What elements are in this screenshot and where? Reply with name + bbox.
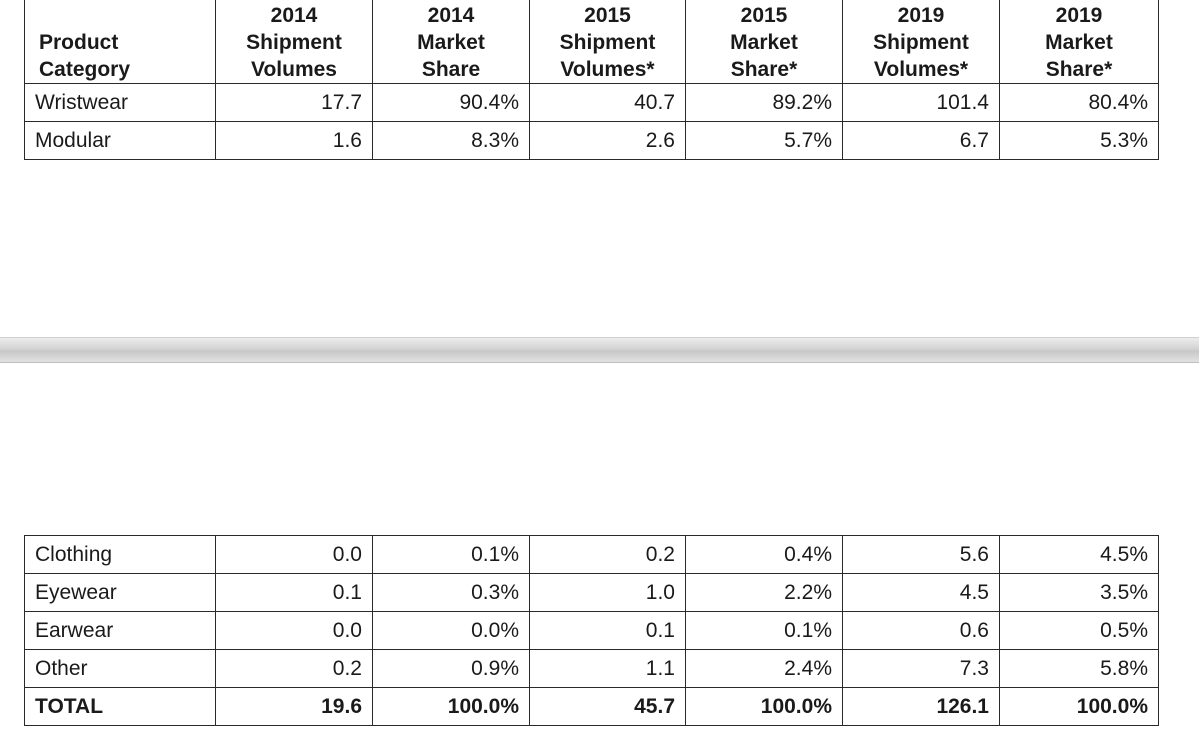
value-cell: 0.9% [372, 649, 530, 688]
header-2015-shipment-volumes: 2015 Shipment Volumes* [529, 0, 686, 84]
value-cell: 0.6 [842, 611, 1000, 650]
value-cell: 4.5 [842, 573, 1000, 612]
category-cell: Earwear [24, 611, 216, 650]
value-cell: 80.4% [999, 83, 1159, 122]
value-cell: 0.0 [215, 535, 373, 574]
header-2014-shipment-volumes: 2014 Shipment Volumes [215, 0, 373, 84]
value-cell: 0.2 [529, 535, 686, 574]
category-cell: Eyewear [24, 573, 216, 612]
value-cell: 1.1 [529, 649, 686, 688]
table-row: Wristwear 17.7 90.4% 40.7 89.2% 101.4 80… [24, 83, 1159, 122]
shipments-table-bottom: Clothing 0.0 0.1% 0.2 0.4% 5.6 4.5% Eyew… [24, 535, 1159, 726]
category-cell: Other [24, 649, 216, 688]
category-cell: Clothing [24, 535, 216, 574]
value-cell: 2.2% [685, 573, 843, 612]
table-row: Modular 1.6 8.3% 2.6 5.7% 6.7 5.3% [24, 121, 1159, 160]
value-cell: 89.2% [685, 83, 843, 122]
value-cell: 90.4% [372, 83, 530, 122]
value-cell: 5.3% [999, 121, 1159, 160]
value-cell: 0.1% [372, 535, 530, 574]
value-cell: 6.7 [842, 121, 1000, 160]
value-cell: 5.6 [842, 535, 1000, 574]
value-cell: 17.7 [215, 83, 373, 122]
category-cell: TOTAL [24, 687, 216, 726]
value-cell: 0.0 [215, 611, 373, 650]
value-cell: 4.5% [999, 535, 1159, 574]
value-cell: 100.0% [372, 687, 530, 726]
table-row: Eyewear 0.1 0.3% 1.0 2.2% 4.5 3.5% [24, 573, 1159, 612]
table-row-total: TOTAL 19.6 100.0% 45.7 100.0% 126.1 100.… [24, 687, 1159, 726]
value-cell: 126.1 [842, 687, 1000, 726]
value-cell: 1.6 [215, 121, 373, 160]
value-cell: 45.7 [529, 687, 686, 726]
shipments-table-top: Product Category 2014 Shipment Volumes 2… [24, 0, 1159, 160]
value-cell: 0.0% [372, 611, 530, 650]
value-cell: 0.4% [685, 535, 843, 574]
header-product-category: Product Category [24, 0, 216, 84]
value-cell: 0.1 [529, 611, 686, 650]
value-cell: 8.3% [372, 121, 530, 160]
value-cell: 0.3% [372, 573, 530, 612]
table-row: Earwear 0.0 0.0% 0.1 0.1% 0.6 0.5% [24, 611, 1159, 650]
value-cell: 2.6 [529, 121, 686, 160]
value-cell: 5.8% [999, 649, 1159, 688]
value-cell: 101.4 [842, 83, 1000, 122]
value-cell: 2.4% [685, 649, 843, 688]
value-cell: 40.7 [529, 83, 686, 122]
value-cell: 1.0 [529, 573, 686, 612]
value-cell: 7.3 [842, 649, 1000, 688]
table-row: Clothing 0.0 0.1% 0.2 0.4% 5.6 4.5% [24, 535, 1159, 574]
header-2015-market-share: 2015 Market Share* [685, 0, 843, 84]
value-cell: 3.5% [999, 573, 1159, 612]
value-cell: 5.7% [685, 121, 843, 160]
value-cell: 0.2 [215, 649, 373, 688]
value-cell: 0.1% [685, 611, 843, 650]
value-cell: 100.0% [685, 687, 843, 726]
table-header-row: Product Category 2014 Shipment Volumes 2… [24, 0, 1159, 84]
page-divider [0, 337, 1199, 363]
header-2014-market-share: 2014 Market Share [372, 0, 530, 84]
category-cell: Wristwear [24, 83, 216, 122]
value-cell: 0.5% [999, 611, 1159, 650]
value-cell: 0.1 [215, 573, 373, 612]
header-2019-market-share: 2019 Market Share* [999, 0, 1159, 84]
header-2019-shipment-volumes: 2019 Shipment Volumes* [842, 0, 1000, 84]
table-row: Other 0.2 0.9% 1.1 2.4% 7.3 5.8% [24, 649, 1159, 688]
category-cell: Modular [24, 121, 216, 160]
value-cell: 100.0% [999, 687, 1159, 726]
value-cell: 19.6 [215, 687, 373, 726]
